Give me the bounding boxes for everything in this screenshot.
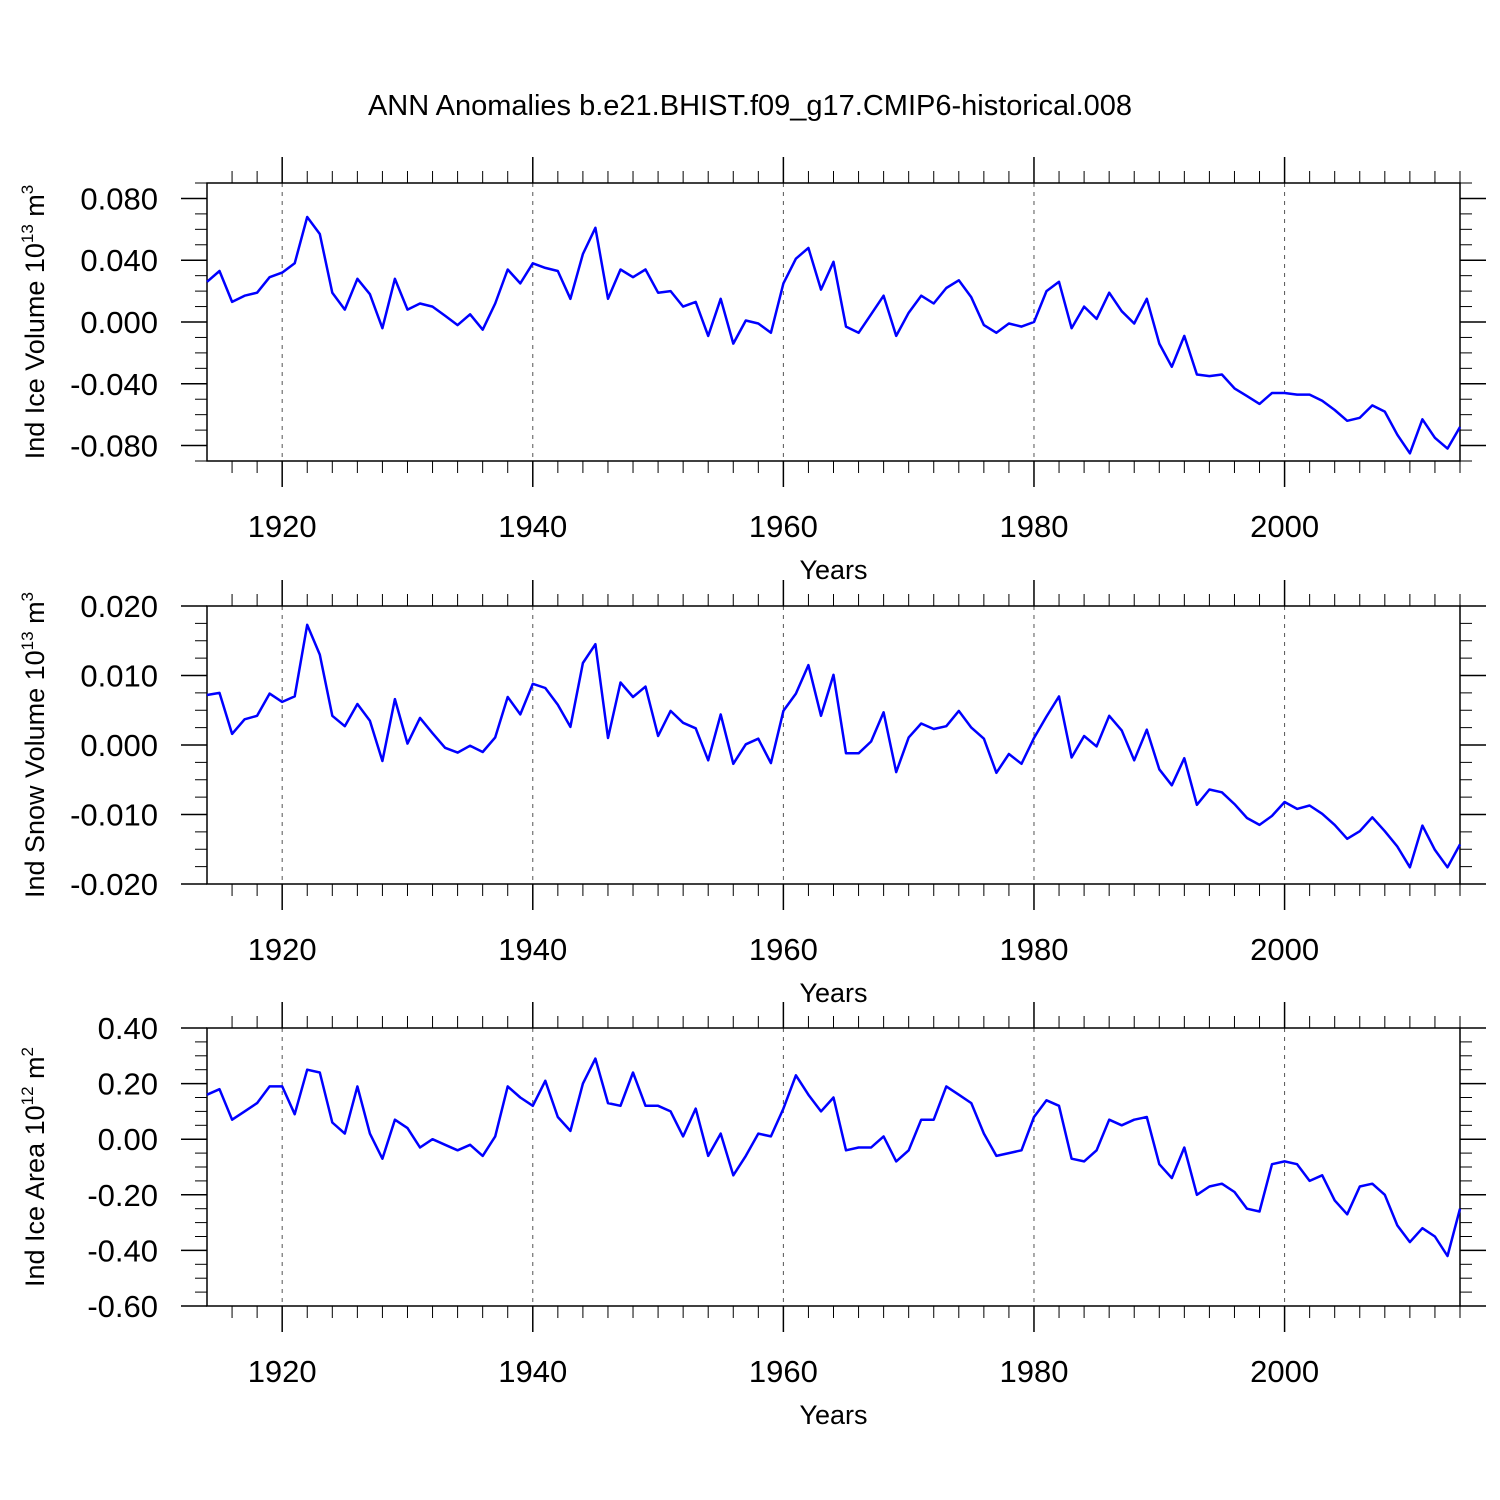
chart-title: ANN Anomalies b.e21.BHIST.f09_g17.CMIP6-… (367, 90, 1133, 122)
x-tick-label: 1980 (999, 932, 1068, 967)
x-tick-label: 2000 (1250, 932, 1319, 967)
y-tick-label: -0.010 (70, 798, 158, 833)
y-axis-title: Ind Ice Volume 1013 m3 (18, 185, 50, 460)
panel-3: 1920 1940 1960 1980 2000 0.40 0.20 0.00 -0.20 -0.… (18, 1002, 1486, 1430)
x-axis-title: Years (799, 555, 867, 585)
y-tick-label: 0.020 (80, 589, 158, 624)
x-tick-label: 1920 (248, 509, 317, 544)
y-tick-label: 0.000 (80, 728, 158, 763)
y-tick-label: 0.000 (80, 305, 158, 340)
plot-frame (206, 182, 1461, 462)
y-axis-title: Ind Ice Area 1012 m2 (18, 1047, 50, 1287)
plot-frame (206, 605, 1461, 885)
x-tick-label: 1920 (248, 932, 317, 967)
y-tick-label: -0.080 (70, 429, 158, 464)
x-tick-label: 1940 (498, 509, 567, 544)
y-tick-label: 0.010 (80, 659, 158, 694)
y-tick-label: -0.20 (87, 1178, 158, 1213)
y-tick-label: 0.40 (98, 1011, 158, 1046)
x-tick-label: 2000 (1250, 509, 1319, 544)
x-axis-title: Years (799, 978, 867, 1008)
x-tick-label: 1980 (999, 1354, 1068, 1389)
x-tick-label: 1980 (999, 509, 1068, 544)
y-tick-label: 0.040 (80, 243, 158, 278)
series-line (206, 1057, 1462, 1258)
y-tick-label: 0.20 (98, 1067, 158, 1102)
panel-2: 1920 1940 1960 1980 2000 0.020 0.010 0.000 -0.01… (18, 580, 1486, 1008)
x-tick-label: 1940 (498, 1354, 567, 1389)
y-tick-label: -0.60 (87, 1289, 158, 1324)
y-tick-label: -0.40 (87, 1233, 158, 1268)
y-axis-title: Ind Snow Volume 1013 m3 (18, 592, 50, 898)
series-line (206, 215, 1462, 455)
y-tick-label: 0.080 (80, 181, 158, 216)
x-tick-label: 1940 (498, 932, 567, 967)
panel-1: 1920 1940 1960 1980 2000 0.080 0.040 0.000 -0.04… (18, 157, 1486, 585)
x-tick-label: 2000 (1250, 1354, 1319, 1389)
x-axis-title: Years (799, 1400, 867, 1430)
y-tick-label: -0.020 (70, 867, 158, 902)
y-tick-label: -0.040 (70, 367, 158, 402)
y-tick-label: 0.00 (98, 1122, 158, 1157)
x-tick-label: 1960 (749, 509, 818, 544)
x-tick-label: 1960 (749, 1354, 818, 1389)
x-tick-label: 1920 (248, 1354, 317, 1389)
x-tick-label: 1960 (749, 932, 818, 967)
series-line (206, 623, 1462, 869)
